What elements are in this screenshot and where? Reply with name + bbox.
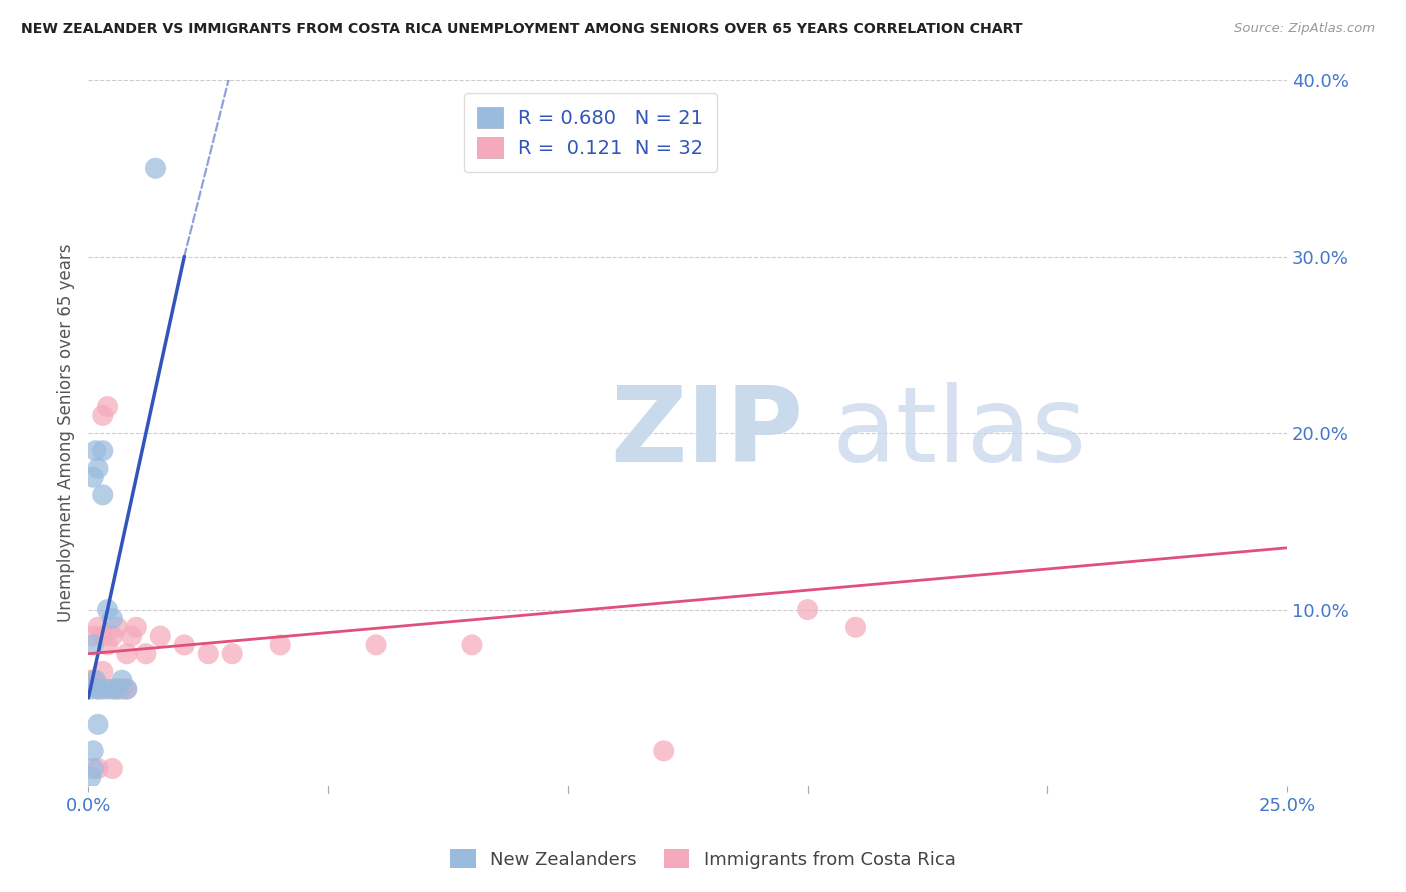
Point — [87, 717, 110, 731]
Point — [91, 409, 114, 423]
Point — [115, 681, 138, 696]
Point — [91, 443, 114, 458]
Point — [96, 400, 118, 414]
Point — [91, 488, 114, 502]
Point — [80, 770, 103, 784]
Point — [221, 647, 243, 661]
Point — [87, 681, 110, 696]
Point — [135, 647, 157, 661]
Point — [87, 620, 110, 634]
Point — [91, 629, 114, 643]
Point — [145, 161, 167, 176]
Text: Source: ZipAtlas.com: Source: ZipAtlas.com — [1234, 22, 1375, 36]
Text: NEW ZEALANDER VS IMMIGRANTS FROM COSTA RICA UNEMPLOYMENT AMONG SENIORS OVER 65 Y: NEW ZEALANDER VS IMMIGRANTS FROM COSTA R… — [21, 22, 1022, 37]
Point — [105, 620, 128, 634]
Point — [652, 744, 675, 758]
Point — [364, 638, 387, 652]
Point — [87, 461, 110, 475]
Point — [80, 673, 103, 688]
Point — [115, 647, 138, 661]
Text: ZIP: ZIP — [610, 382, 803, 484]
Point — [82, 638, 104, 652]
Point — [82, 470, 104, 484]
Point — [101, 762, 124, 776]
Point — [844, 620, 866, 634]
Point — [82, 762, 104, 776]
Point — [101, 629, 124, 643]
Point — [197, 647, 219, 661]
Text: atlas: atlas — [831, 382, 1087, 484]
Point — [101, 681, 124, 696]
Point — [121, 629, 143, 643]
Point — [96, 602, 118, 616]
Point — [149, 629, 172, 643]
Point — [461, 638, 484, 652]
Point — [101, 611, 124, 625]
Point — [125, 620, 148, 634]
Point — [105, 681, 128, 696]
Point — [105, 681, 128, 696]
Point — [115, 681, 138, 696]
Y-axis label: Unemployment Among Seniors over 65 years: Unemployment Among Seniors over 65 years — [58, 244, 75, 623]
Point — [96, 681, 118, 696]
Point — [82, 673, 104, 688]
Point — [84, 673, 107, 688]
Point — [91, 681, 114, 696]
Point — [87, 762, 110, 776]
Point — [269, 638, 291, 652]
Point — [80, 681, 103, 696]
Point — [173, 638, 195, 652]
Point — [111, 673, 134, 688]
Point — [82, 629, 104, 643]
Point — [84, 443, 107, 458]
Legend: R = 0.680   N = 21, R =  0.121  N = 32: R = 0.680 N = 21, R = 0.121 N = 32 — [464, 94, 717, 171]
Point — [82, 744, 104, 758]
Point — [96, 638, 118, 652]
Point — [111, 681, 134, 696]
Point — [91, 665, 114, 679]
Point — [796, 602, 818, 616]
Legend: New Zealanders, Immigrants from Costa Rica: New Zealanders, Immigrants from Costa Ri… — [443, 842, 963, 876]
Point — [87, 681, 110, 696]
